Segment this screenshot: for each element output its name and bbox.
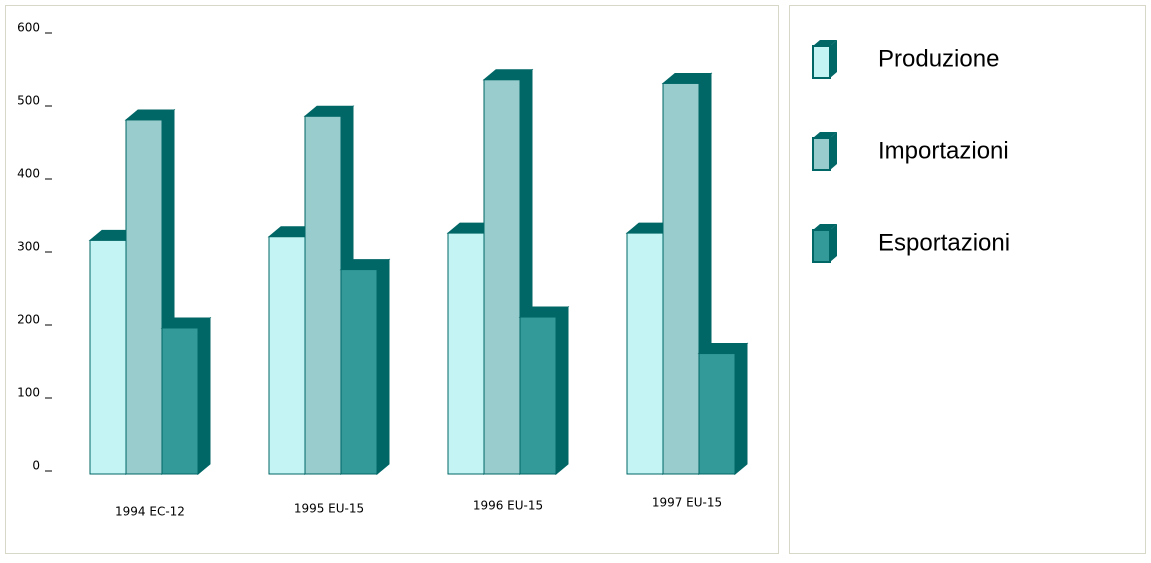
legend-swatch — [812, 137, 831, 171]
y-tick-label: 500 — [17, 94, 40, 108]
bar — [268, 236, 306, 475]
bar — [698, 353, 736, 475]
x-tick-label: 1995 EU-15 — [294, 502, 364, 516]
legend-swatch-top — [813, 132, 837, 138]
bar — [483, 79, 521, 475]
bar-side — [555, 305, 569, 476]
y-tick-label: 600 — [17, 21, 40, 35]
bar — [125, 119, 163, 475]
bar-side — [734, 342, 748, 476]
y-tick-label: 100 — [17, 386, 40, 400]
bar — [161, 327, 199, 475]
bar — [447, 232, 485, 475]
legend-panel — [789, 5, 1146, 554]
bar — [626, 232, 664, 475]
bar — [304, 115, 342, 475]
bar — [340, 269, 378, 475]
bar-side — [197, 316, 211, 476]
y-tick-label: 300 — [17, 240, 40, 254]
bar — [89, 239, 127, 475]
x-tick-label: 1996 EU-15 — [473, 499, 543, 513]
legend-swatch — [812, 45, 831, 79]
legend-label: Importazioni — [878, 137, 1009, 164]
bar-side — [376, 258, 390, 476]
bar — [662, 82, 700, 475]
legend-label: Produzione — [878, 45, 999, 72]
plot-panel — [5, 5, 779, 554]
x-tick-label: 1994 EC-12 — [115, 505, 185, 519]
legend-swatch-top — [813, 224, 837, 230]
x-tick-label: 1997 EU-15 — [652, 496, 722, 510]
legend-swatch-side — [830, 40, 837, 78]
legend-swatch-top — [813, 40, 837, 46]
y-tick-label: 400 — [17, 167, 40, 181]
bar — [519, 316, 557, 475]
legend-swatch — [812, 229, 831, 263]
y-tick-label: 200 — [17, 313, 40, 327]
y-tick-label: 0 — [32, 459, 40, 473]
legend-label: Esportazioni — [878, 229, 1010, 256]
legend-swatch-side — [830, 132, 837, 170]
legend-swatch-side — [830, 224, 837, 262]
